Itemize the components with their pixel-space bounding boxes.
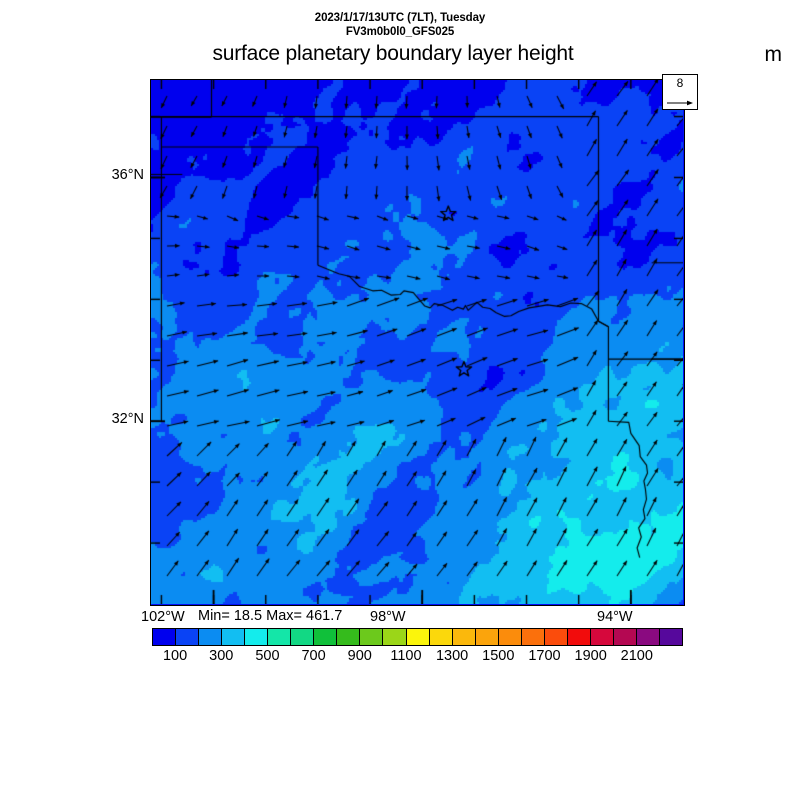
- colorbar-segment-13: [452, 629, 476, 645]
- wind-vector-overlay: [151, 80, 683, 604]
- wind-key-value: 8: [676, 76, 684, 90]
- colorbar-segment-4: [245, 629, 269, 645]
- colorbar-segment-12: [429, 629, 453, 645]
- colorbar-tick-1300: 1300: [435, 648, 469, 664]
- lat-axis-label-36: 36°N: [111, 167, 144, 184]
- colorbar-segment-21: [636, 629, 661, 645]
- minmax-statistics: Min= 18.5 Max= 461.7: [198, 608, 343, 624]
- colorbar-segment-0: [153, 629, 177, 645]
- colorbar-tick-900: 900: [347, 648, 372, 664]
- colorbar-segment-14: [475, 629, 499, 645]
- colorbar-tick-labels: 100 300 500 700 900 1100 1300 1500 1700 1900 2100: [152, 648, 683, 666]
- colorbar-segment-15: [498, 629, 522, 645]
- timestamp-label: 2023/1/17/13UTC (7LT), Tuesday: [314, 12, 486, 24]
- colorbar-segment-19: [590, 629, 614, 645]
- subtitle-block: 2023/1/17/13UTC (7LT), Tuesday FV3m0b0l0…: [0, 12, 800, 39]
- wind-vector-arrow-icon: [667, 100, 693, 106]
- colorbar-tick-100: 100: [162, 648, 188, 664]
- colorbar-tick-300: 300: [209, 648, 234, 664]
- colorbar-segment-5: [268, 629, 292, 645]
- colorbar-tick-500: 500: [255, 648, 280, 664]
- colorbar-segment-10: [383, 629, 407, 645]
- unit-label: m: [764, 43, 783, 66]
- colorbar-segment-7: [314, 629, 338, 645]
- lon-axis-label-102: 102°W: [141, 609, 185, 625]
- colorbar-segment-11: [406, 629, 430, 645]
- colorbar-segment-6: [291, 629, 315, 645]
- colorbar: [152, 628, 683, 646]
- colorbar-segment-8: [337, 629, 361, 645]
- lon-axis-label-94: 94°W: [597, 609, 633, 625]
- colorbar-tick-1900: 1900: [574, 648, 607, 664]
- colorbar-segment-22: [660, 629, 683, 645]
- colorbar-segment-16: [521, 629, 545, 645]
- colorbar-segment-3: [222, 629, 246, 645]
- colorbar-tick-700: 700: [301, 648, 326, 664]
- colorbar-segment-18: [567, 629, 591, 645]
- colorbar-segment-1: [176, 629, 200, 645]
- lat-axis-label-32: 32°N: [111, 411, 144, 428]
- colorbar-segment-17: [544, 629, 568, 645]
- wind-reference-key: 8: [662, 74, 698, 110]
- page-title: surface planetary boundary layer height: [212, 42, 574, 65]
- colorbar-tick-1700: 1700: [528, 648, 561, 664]
- colorbar-tick-1500: 1500: [482, 648, 515, 664]
- map-plot-area: [150, 79, 685, 606]
- lon-axis-label-98: 98°W: [370, 609, 406, 625]
- colorbar-tick-1100: 1100: [390, 648, 422, 664]
- model-label: FV3m0b0l0_GFS025: [345, 25, 455, 38]
- colorbar-tick-2100: 2100: [620, 648, 653, 664]
- colorbar-segment-20: [613, 629, 637, 645]
- colorbar-segment-2: [199, 629, 223, 645]
- colorbar-segment-9: [360, 629, 384, 645]
